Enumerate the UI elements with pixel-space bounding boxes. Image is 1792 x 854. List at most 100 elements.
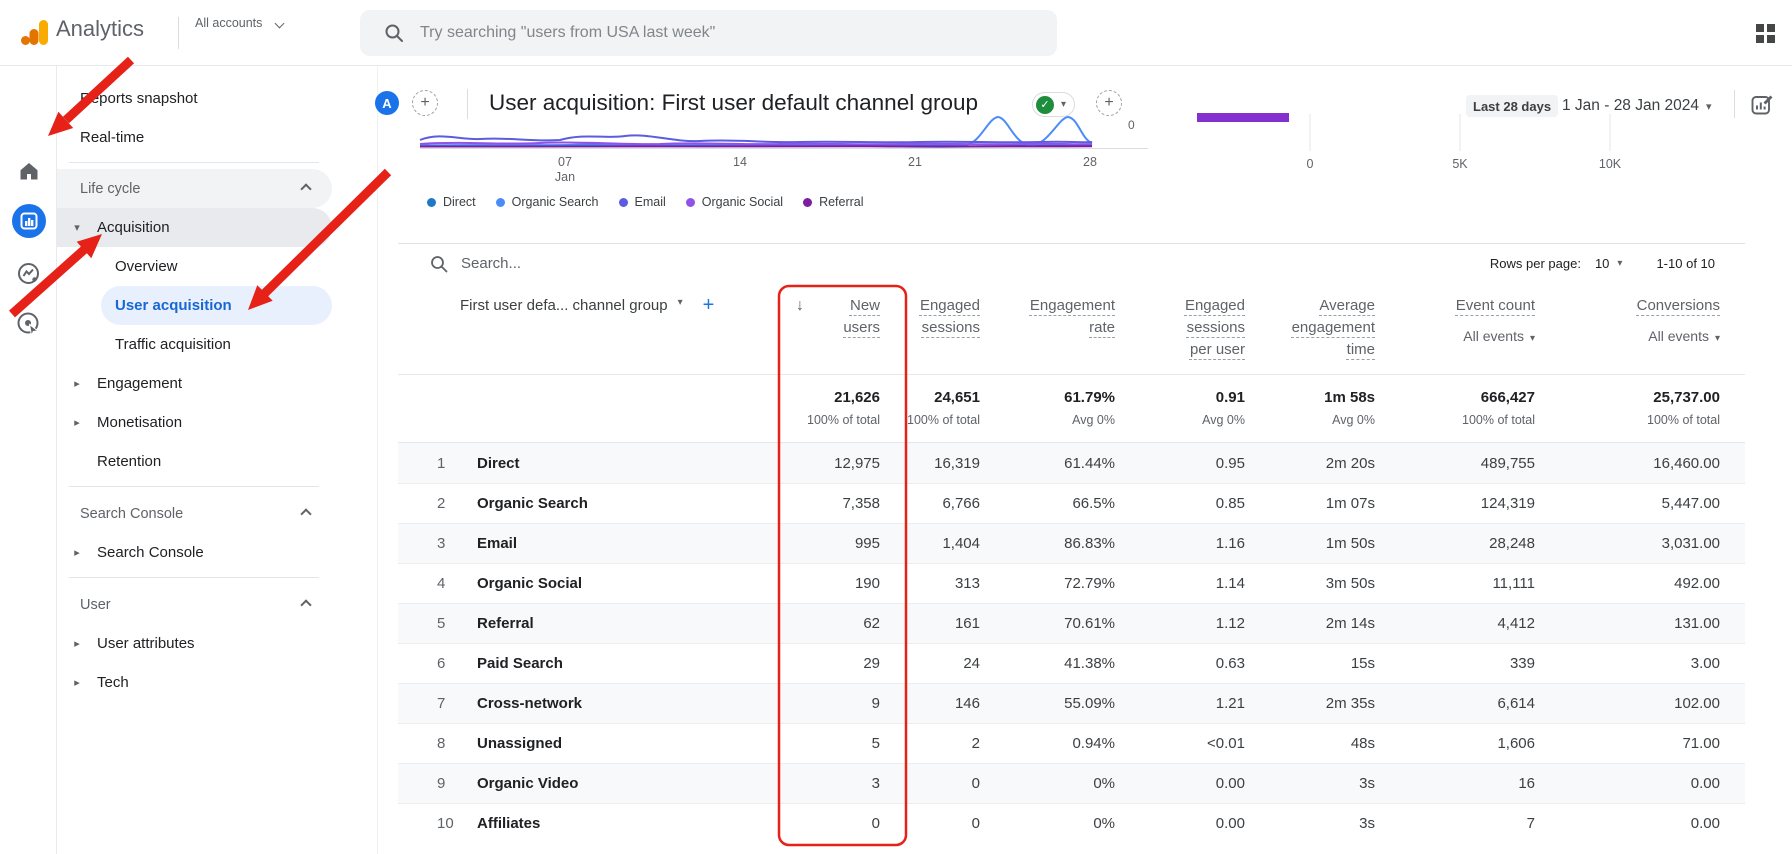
- chevron-up-icon: [300, 599, 312, 611]
- metric-value: 7,358: [842, 495, 880, 512]
- sidebar-item-tech[interactable]: ▸ Tech: [57, 663, 332, 702]
- sidebar-section-life-cycle[interactable]: Life cycle: [57, 169, 332, 208]
- nav-rail: [0, 66, 57, 854]
- table-row: 2 Organic Search 7,358 6,766 66.5% 0.85 1m 07s…: [398, 483, 1745, 523]
- triangle-collapsed-icon: ▸: [74, 417, 80, 429]
- advertising-icon[interactable]: [0, 311, 57, 337]
- metric-value: 71.00: [1682, 735, 1720, 752]
- metric-value: 7: [1526, 815, 1535, 832]
- table-row: 7 Cross-network 9 146 55.09% 1.21 2m 35s 6,614 1…: [398, 683, 1745, 723]
- metric-value: 3s: [1359, 815, 1375, 832]
- sidebar-section-search-console[interactable]: Search Console: [57, 494, 332, 533]
- sidebar-item-user-acquisition[interactable]: User acquisition: [101, 286, 332, 325]
- metric-value: 0.63: [1215, 655, 1245, 672]
- dimension-selector[interactable]: First user defa... channel group ▾ +: [460, 294, 715, 316]
- svg-text:5K: 5K: [1452, 157, 1468, 171]
- metric-value: 70.61%: [1064, 615, 1115, 632]
- sidebar-section-user[interactable]: User: [57, 585, 332, 624]
- sidebar-item-traffic-acquisition[interactable]: Traffic acquisition: [115, 336, 231, 353]
- row-rank: 10: [437, 815, 454, 832]
- data-quality-badge[interactable]: ✓ ▾: [1032, 92, 1076, 117]
- avatar[interactable]: A: [375, 91, 399, 115]
- metric-value: 0.94%: [1072, 735, 1115, 752]
- sidebar-item-retention[interactable]: Retention: [97, 453, 162, 470]
- reports-nav-icon[interactable]: [0, 204, 57, 238]
- sidebar-item-engagement[interactable]: ▸ Engagement: [57, 364, 332, 403]
- edit-chart-icon[interactable]: [1750, 92, 1774, 116]
- sidebar-item-overview[interactable]: Overview: [115, 258, 178, 275]
- sidebar-item-user-attributes[interactable]: ▸ User attributes: [57, 624, 332, 663]
- svg-text:10K: 10K: [1599, 157, 1622, 171]
- column-header-engaged-sessions[interactable]: Engaged sessions: [919, 297, 980, 336]
- apps-grid-icon[interactable]: [1756, 24, 1775, 43]
- caret-down-icon[interactable]: ▾: [1706, 101, 1712, 113]
- rows-per-page-label: Rows per page:: [1489, 256, 1581, 271]
- metric-value: 15s: [1350, 655, 1375, 672]
- metric-value: 3,031.00: [1661, 535, 1720, 552]
- total-engaged-sessions-per-user: 0.91 Avg 0%: [1202, 389, 1245, 427]
- column-header-conversions[interactable]: Conversions All events ▾: [1555, 295, 1740, 374]
- metric-value: 1.16: [1215, 535, 1245, 552]
- svg-text:Jan: Jan: [555, 170, 575, 184]
- metric-value: 489,755: [1480, 454, 1535, 472]
- add-comparison-button[interactable]: +: [412, 90, 438, 116]
- column-header-average-engagement-time[interactable]: Average engagement time: [1291, 297, 1375, 358]
- svg-text:28: 28: [1083, 155, 1097, 169]
- triangle-expanded-icon: ▾: [74, 222, 80, 234]
- sidebar-item-monetisation[interactable]: ▸ Monetisation: [57, 403, 332, 442]
- total-engaged-sessions: 24,651 100% of total: [907, 389, 980, 427]
- analytics-logo-icon[interactable]: [20, 17, 50, 47]
- metric-value: 28,248: [1489, 535, 1535, 552]
- row-rank: 4: [437, 575, 446, 592]
- svg-text:0: 0: [1128, 118, 1135, 132]
- row-rank: 9: [437, 775, 446, 792]
- metric-value: 0.85: [1215, 495, 1245, 512]
- table-row: 10 Affiliates 0 0 0% 0.00 3s 7 0.00: [398, 803, 1745, 843]
- metric-value: 124,319: [1480, 495, 1535, 512]
- sidebar-divider: [69, 162, 319, 163]
- metric-value: 190: [854, 575, 880, 592]
- legend-dot: [803, 197, 813, 207]
- totals-row: 21,626 100% of total 24,651 100% of total …: [398, 375, 1745, 443]
- sidebar-item-real-time[interactable]: Real-time: [80, 129, 145, 146]
- global-search-input[interactable]: [420, 24, 980, 42]
- sidebar-item-reports-snapshot[interactable]: Reports snapshot: [80, 90, 198, 107]
- column-header-engagement-rate[interactable]: Engagement rate: [1029, 297, 1115, 336]
- metric-value: 0: [871, 815, 880, 832]
- metric-value: 131.00: [1674, 615, 1720, 632]
- header-divider: [467, 89, 468, 119]
- row-rank: 1: [437, 454, 446, 472]
- sidebar-item-search-console[interactable]: ▸ Search Console: [57, 533, 332, 572]
- global-search[interactable]: [360, 10, 1057, 56]
- table-search[interactable]: [430, 255, 1490, 273]
- home-icon[interactable]: [0, 159, 57, 183]
- column-header-new-users[interactable]: ↓ New users: [770, 295, 900, 374]
- metric-value: 492.00: [1674, 575, 1720, 592]
- metric-value: 3: [871, 775, 880, 792]
- channel-name: Organic Search: [477, 495, 588, 512]
- legend-dot: [495, 197, 505, 207]
- column-header-engaged-sessions-per-user[interactable]: Engaged sessions per user: [1184, 297, 1245, 358]
- metric-value: 5,447.00: [1661, 495, 1720, 512]
- explore-icon[interactable]: [0, 261, 57, 286]
- report-table: Rows per page: 10 ▾ 1-10 of 10 First use…: [398, 243, 1745, 843]
- add-report-button[interactable]: +: [1096, 90, 1122, 116]
- metric-value: 0.95: [1215, 454, 1245, 472]
- legend-item-organic-search: Organic Search: [495, 195, 599, 209]
- search-icon: [431, 255, 448, 272]
- sidebar-item-acquisition[interactable]: ▾ Acquisition: [57, 208, 332, 247]
- column-header-event-count[interactable]: Event count All events ▾: [1395, 295, 1555, 374]
- date-range-picker[interactable]: 1 Jan - 28 Jan 2024: [1562, 97, 1700, 114]
- date-preset-badge: Last 28 days: [1466, 95, 1559, 117]
- rows-per-page-select[interactable]: 10 ▾: [1594, 256, 1623, 271]
- metric-value: 1.14: [1215, 575, 1245, 592]
- conversions-filter[interactable]: All events ▾: [1648, 328, 1720, 344]
- metric-value: 0%: [1093, 775, 1115, 792]
- metric-value: 3s: [1359, 775, 1375, 792]
- channel-name: Direct: [477, 454, 520, 472]
- event-count-filter[interactable]: All events ▾: [1463, 328, 1535, 344]
- account-switcher[interactable]: All accounts: [195, 13, 285, 30]
- legend-item-referral: Referral: [803, 195, 864, 209]
- add-dimension-button[interactable]: +: [702, 294, 715, 316]
- table-search-input[interactable]: [461, 255, 761, 272]
